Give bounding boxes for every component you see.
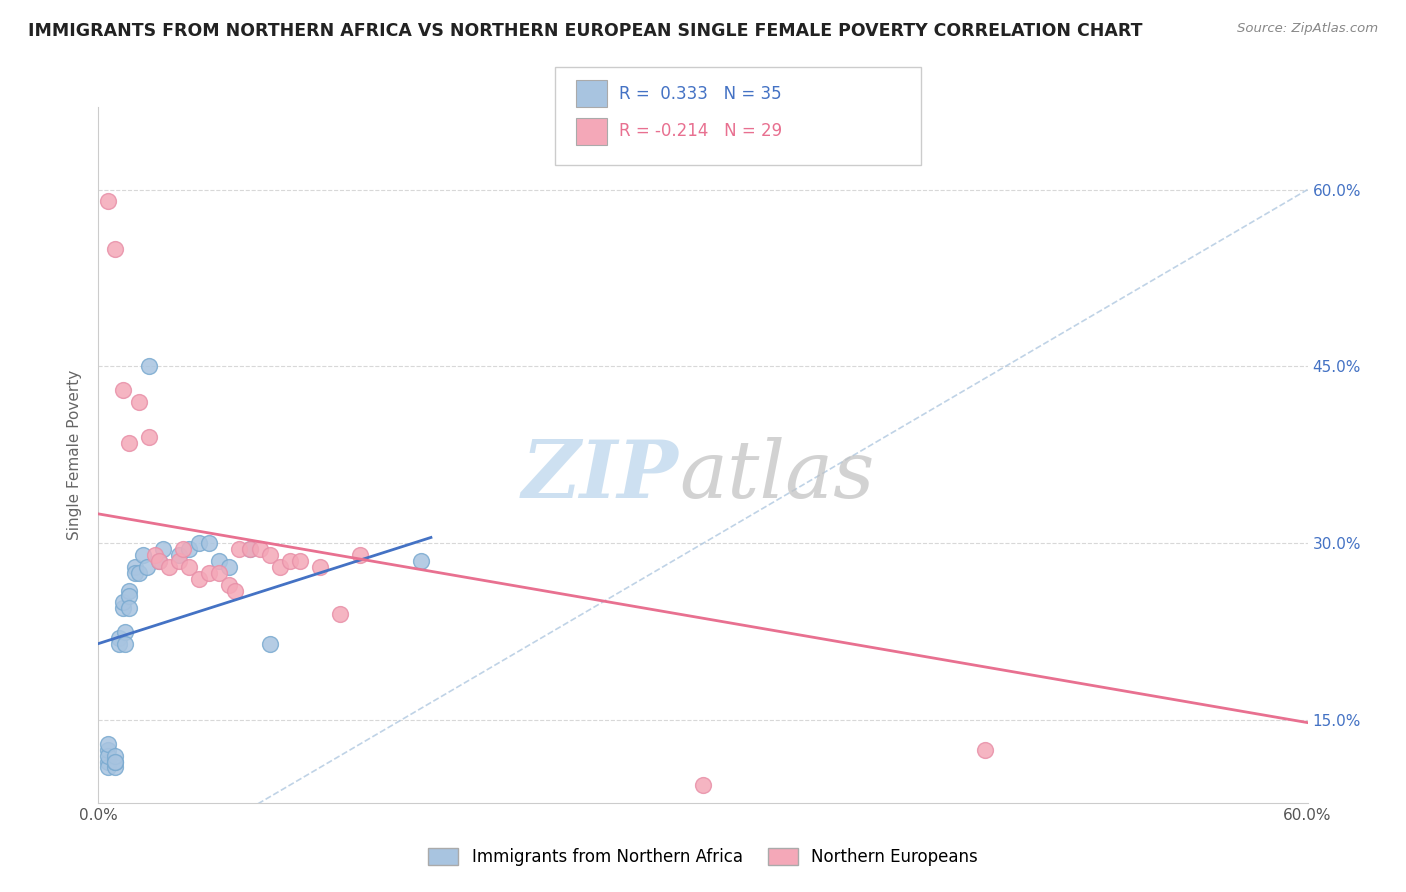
Point xyxy=(259,637,281,651)
Point xyxy=(167,548,190,562)
Point xyxy=(135,560,157,574)
Point xyxy=(188,536,211,550)
Text: ZIP: ZIP xyxy=(522,437,679,515)
Point xyxy=(111,595,134,609)
Text: R =  0.333   N = 35: R = 0.333 N = 35 xyxy=(619,85,782,103)
Point xyxy=(118,436,141,450)
Point xyxy=(118,590,141,604)
Point xyxy=(114,624,136,639)
Point xyxy=(329,607,352,621)
Point xyxy=(218,577,240,591)
Point xyxy=(97,743,120,757)
Point xyxy=(138,359,160,374)
Point xyxy=(309,560,332,574)
Text: IMMIGRANTS FROM NORTHERN AFRICA VS NORTHERN EUROPEAN SINGLE FEMALE POVERTY CORRE: IMMIGRANTS FROM NORTHERN AFRICA VS NORTH… xyxy=(28,22,1143,40)
Point xyxy=(111,601,134,615)
Point xyxy=(124,560,146,574)
Point xyxy=(97,737,120,751)
Point xyxy=(249,542,271,557)
Point xyxy=(208,566,231,580)
Y-axis label: Single Female Poverty: Single Female Poverty xyxy=(67,370,83,540)
Point xyxy=(138,430,160,444)
Text: Source: ZipAtlas.com: Source: ZipAtlas.com xyxy=(1237,22,1378,36)
Point xyxy=(188,572,211,586)
Point xyxy=(148,554,170,568)
Text: atlas: atlas xyxy=(679,437,875,515)
Point xyxy=(128,566,150,580)
Point xyxy=(97,755,120,769)
Point xyxy=(152,542,174,557)
Point xyxy=(288,554,311,568)
Point xyxy=(128,395,150,409)
Point xyxy=(259,548,281,562)
Point xyxy=(172,542,194,557)
Point xyxy=(278,554,301,568)
Point xyxy=(97,760,120,774)
Point xyxy=(228,542,250,557)
Point xyxy=(349,548,371,562)
Point xyxy=(269,560,291,574)
Point xyxy=(198,566,221,580)
Point xyxy=(124,566,146,580)
Point xyxy=(103,755,125,769)
Point xyxy=(103,760,125,774)
Point xyxy=(118,583,141,598)
Point xyxy=(143,548,166,562)
Legend: Immigrants from Northern Africa, Northern Europeans: Immigrants from Northern Africa, Norther… xyxy=(420,839,986,874)
Point xyxy=(107,631,129,645)
Point xyxy=(208,554,231,568)
Point xyxy=(118,601,141,615)
Point xyxy=(107,637,129,651)
Point xyxy=(198,536,221,550)
Point xyxy=(218,560,240,574)
Text: R = -0.214   N = 29: R = -0.214 N = 29 xyxy=(619,122,782,140)
Point xyxy=(167,554,190,568)
Point xyxy=(97,194,120,209)
Point xyxy=(692,778,714,792)
Point xyxy=(148,554,170,568)
Point xyxy=(103,755,125,769)
Point xyxy=(239,542,262,557)
Point xyxy=(974,743,997,757)
Point xyxy=(111,383,134,397)
Point xyxy=(157,560,180,574)
Point xyxy=(103,242,125,256)
Point xyxy=(179,542,201,557)
Point xyxy=(179,560,201,574)
Point xyxy=(409,554,432,568)
Point xyxy=(132,548,155,562)
Point xyxy=(224,583,246,598)
Point xyxy=(239,542,262,557)
Point xyxy=(97,748,120,763)
Point xyxy=(103,748,125,763)
Point xyxy=(114,637,136,651)
